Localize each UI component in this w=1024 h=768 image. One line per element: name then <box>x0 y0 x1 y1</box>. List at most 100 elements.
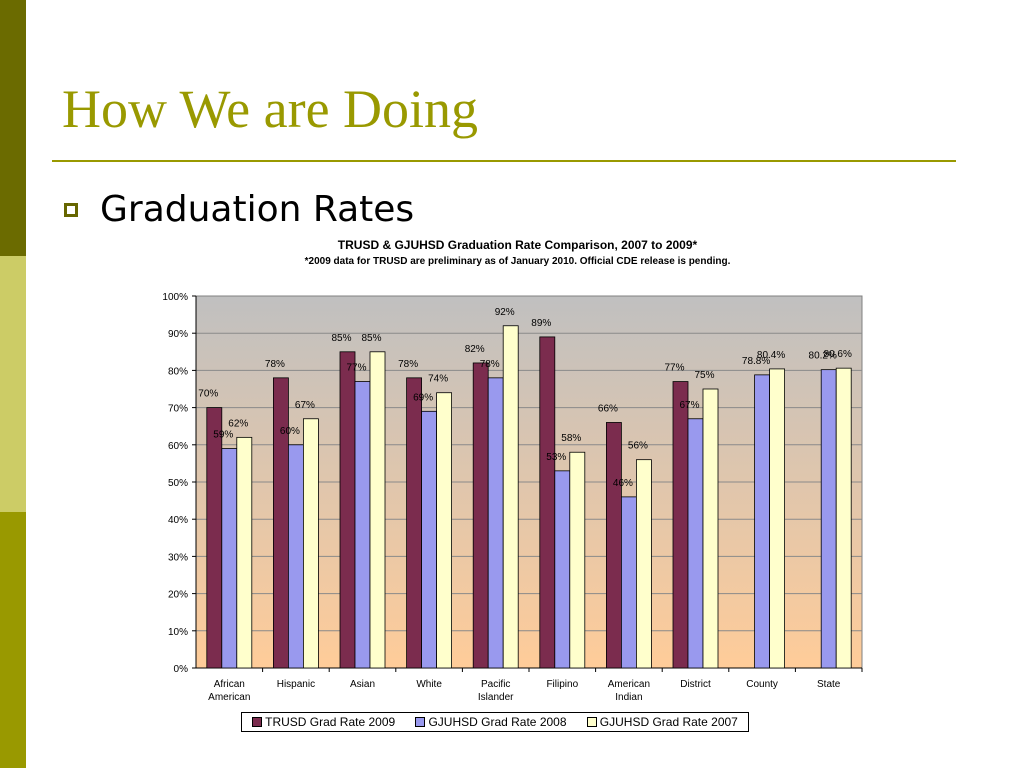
bar-gjuhsd-2007 <box>236 436 253 669</box>
bullet-text: Graduation Rates <box>100 189 415 230</box>
bar-trusd-2009 <box>672 381 689 669</box>
x-tick-label: Indian <box>615 692 642 703</box>
x-tick-label: State <box>817 679 841 690</box>
bar-trusd-2009 <box>272 377 289 669</box>
y-tick-label: 50% <box>168 478 188 489</box>
chart-subtitle: *2009 data for TRUSD are preliminary as … <box>304 256 731 267</box>
bar-gjuhsd-2007 <box>502 325 519 669</box>
legend-swatch-gjuhsd-2008 <box>415 717 426 727</box>
data-label: 82% <box>465 344 485 355</box>
y-tick-label: 20% <box>168 590 188 601</box>
data-label: 53% <box>546 452 566 463</box>
data-label: 80.4% <box>757 350 785 361</box>
legend-label: TRUSD Grad Rate 2009 <box>265 715 396 729</box>
data-label: 75% <box>694 370 714 381</box>
bar-trusd-2009 <box>206 407 223 669</box>
chart-title: TRUSD & GJUHSD Graduation Rate Compariso… <box>337 238 698 252</box>
legend-swatch-trusd-2009 <box>252 717 263 727</box>
x-tick-label: American <box>608 679 650 690</box>
x-tick-label: American <box>208 692 250 703</box>
data-label: 67% <box>295 400 315 411</box>
x-tick-label: Asian <box>350 679 375 690</box>
data-label: 59% <box>213 430 233 441</box>
data-label: 77% <box>664 363 684 374</box>
y-tick-label: 0% <box>174 664 189 675</box>
bar-gjuhsd-2008 <box>554 470 571 669</box>
data-label: 74% <box>428 374 448 385</box>
bar-gjuhsd-2008 <box>820 369 837 669</box>
y-tick-label: 70% <box>168 404 188 415</box>
side-strip-middle <box>0 256 26 512</box>
data-label: 66% <box>598 403 618 414</box>
data-label: 70% <box>198 389 218 400</box>
data-label: 46% <box>613 478 633 489</box>
bar-gjuhsd-2007 <box>835 367 852 669</box>
legend-item-gjuhsd-2007: GJUHSD Grad Rate 2007 <box>586 715 738 729</box>
square-bullet-icon <box>64 203 78 217</box>
bar-trusd-2009 <box>539 336 556 669</box>
bar-gjuhsd-2007 <box>302 418 319 669</box>
legend-swatch-gjuhsd-2007 <box>586 717 597 727</box>
y-tick-label: 90% <box>168 329 188 340</box>
x-tick-label: Pacific <box>481 679 510 690</box>
bar-gjuhsd-2008 <box>487 377 504 669</box>
bar-gjuhsd-2007 <box>702 388 719 669</box>
bar-gjuhsd-2008 <box>421 410 438 669</box>
data-label: 67% <box>679 400 699 411</box>
legend-item-gjuhsd-2008: GJUHSD Grad Rate 2008 <box>415 715 567 729</box>
x-tick-label: Islander <box>478 692 514 703</box>
bar-gjuhsd-2008 <box>687 418 704 669</box>
data-label: 85% <box>361 333 381 344</box>
side-strip-top <box>0 0 26 256</box>
x-tick-label: County <box>746 679 778 690</box>
data-label: 58% <box>561 433 581 444</box>
data-label: 77% <box>346 363 366 374</box>
bar-gjuhsd-2008 <box>221 448 238 669</box>
bar-gjuhsd-2007 <box>436 392 453 669</box>
data-label: 69% <box>413 392 433 403</box>
chart-legend: TRUSD Grad Rate 2009 GJUHSD Grad Rate 20… <box>241 712 749 732</box>
bar-gjuhsd-2008 <box>621 496 637 669</box>
data-label: 78% <box>398 359 418 370</box>
slide-title: How We are Doing <box>62 79 479 139</box>
legend-label: GJUHSD Grad Rate 2008 <box>428 715 567 729</box>
title-divider <box>52 160 956 162</box>
data-label: 80.2% <box>809 351 837 362</box>
side-strip-bottom <box>0 512 26 768</box>
data-label: 78% <box>480 359 500 370</box>
legend-label: GJUHSD Grad Rate 2007 <box>599 715 738 729</box>
y-tick-label: 100% <box>162 292 188 303</box>
data-label: 62% <box>228 418 248 429</box>
bar-gjuhsd-2007 <box>569 451 586 669</box>
y-tick-label: 40% <box>168 515 188 526</box>
data-label: 89% <box>531 318 551 329</box>
x-tick-label: Filipino <box>546 679 578 690</box>
x-tick-label: White <box>416 679 442 690</box>
data-label: 92% <box>495 307 515 318</box>
legend-item-trusd-2009: TRUSD Grad Rate 2009 <box>252 715 395 729</box>
x-tick-label: Hispanic <box>277 679 315 690</box>
bar-gjuhsd-2008 <box>354 381 371 669</box>
bar-trusd-2009 <box>339 351 356 669</box>
data-label: 56% <box>628 441 648 452</box>
bar-trusd-2009 <box>606 422 622 669</box>
data-label: 78% <box>265 359 285 370</box>
x-tick-label: District <box>680 679 711 690</box>
data-label: 78.8% <box>742 356 770 367</box>
bar-gjuhsd-2008 <box>754 374 770 669</box>
y-tick-label: 60% <box>168 441 188 452</box>
data-label: 60% <box>280 426 300 437</box>
bar-trusd-2009 <box>472 362 489 669</box>
y-tick-label: 10% <box>168 627 188 638</box>
bar-gjuhsd-2007 <box>769 368 785 669</box>
y-tick-label: 30% <box>168 552 188 563</box>
bar-trusd-2009 <box>406 377 423 669</box>
data-label: 80.6% <box>824 349 852 360</box>
data-label: 85% <box>331 333 351 344</box>
y-tick-label: 80% <box>168 366 188 377</box>
bar-gjuhsd-2007 <box>636 459 652 669</box>
bar-gjuhsd-2008 <box>287 444 304 669</box>
x-tick-label: African <box>214 679 245 690</box>
bar-gjuhsd-2007 <box>369 351 386 669</box>
